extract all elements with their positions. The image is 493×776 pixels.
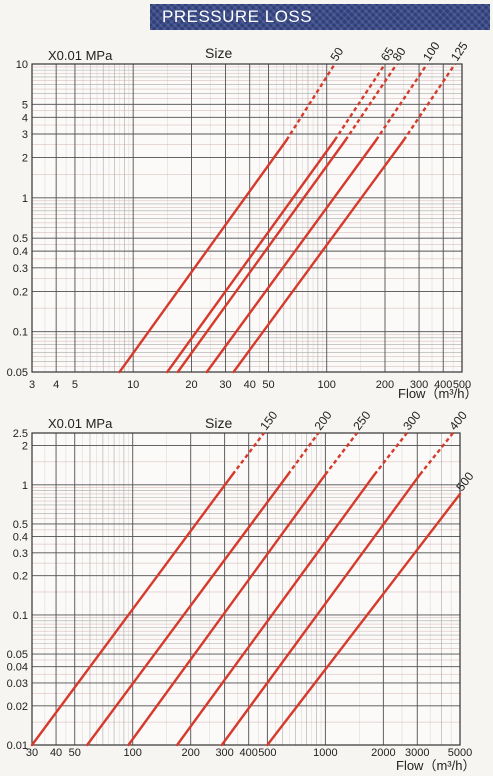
y-tick-label: 2.5	[13, 428, 28, 440]
series-label-200: 200	[312, 408, 335, 433]
x-tick-label: 30	[219, 379, 231, 391]
y-tick-label: 0.2	[13, 286, 28, 298]
series-label-150: 150	[257, 408, 280, 433]
x-tick-label: 30	[26, 747, 38, 759]
y-tick-label: 0.4	[13, 246, 28, 258]
y-tick-label: 0.5	[13, 233, 28, 245]
x-tick-label: 300	[410, 379, 428, 391]
y-tick-label: 0.4	[13, 532, 28, 544]
series-line-dashed-65	[333, 63, 386, 141]
y-tick-label: 0.05	[7, 367, 28, 379]
x-tick-label: 5000	[448, 747, 472, 759]
pressure-loss-chart-1: 3 4 5 10 20 30 40 50 100 200 300 400 5000.050.10.20.…	[7, 39, 478, 401]
y-tick-label: 0.1	[13, 610, 28, 622]
plot-area	[32, 64, 462, 372]
series-line-400	[220, 473, 422, 747]
x-tick-label: 100	[318, 379, 336, 391]
y-tick-label: 0.01	[7, 740, 28, 752]
series-line-80	[176, 138, 347, 374]
series-line-dashed-300	[373, 432, 408, 476]
y-tick-label: 4	[22, 112, 28, 124]
y-tick-label: 0.02	[7, 701, 28, 713]
y-tick-label: 0.03	[7, 678, 28, 690]
x-tick-label: 50	[262, 379, 274, 391]
x-tick-label: 100	[124, 747, 142, 759]
series-line-dashed-50	[285, 63, 336, 141]
x-tick-label: 1000	[313, 747, 337, 759]
x-tick-label: 50	[69, 747, 81, 759]
x-tick-label: 2000	[371, 747, 395, 759]
y-tick-label: 2	[22, 153, 28, 165]
title-banner: PRESSURE LOSS	[150, 4, 490, 30]
series-line-125	[232, 138, 405, 374]
x-tick-label: 40	[50, 747, 62, 759]
plot-frame	[31, 432, 461, 746]
series-line-dashed-400	[419, 432, 454, 476]
x-tick-label: 500	[453, 379, 471, 391]
series-line-dashed-250	[324, 432, 358, 476]
series-line-250	[127, 473, 327, 747]
y-tick-label: 3	[22, 129, 28, 141]
series-label-250: 250	[350, 408, 373, 433]
x-tick-label: 10	[127, 379, 139, 391]
y-tick-label: 2	[22, 441, 28, 453]
x-axis-label: Flow（m³/h）	[396, 758, 475, 773]
series-line-500	[266, 492, 462, 747]
x-tick-label: 200	[182, 747, 200, 759]
plot-frame	[31, 63, 463, 373]
y-axis-unit-label: X0.01 MPa	[48, 416, 113, 431]
y-tick-label: 0.2	[13, 571, 28, 583]
y-axis-unit-label: X0.01 MPa	[48, 48, 113, 63]
series-line-100	[205, 138, 378, 374]
series-line-150	[30, 473, 234, 747]
x-tick-label: 3	[29, 379, 35, 391]
x-tick-label: 500	[258, 747, 276, 759]
x-tick-label: 3000	[405, 747, 429, 759]
x-tick-label: 4	[53, 379, 59, 391]
x-axis-label: Flow（m³/h）	[398, 386, 477, 401]
size-legend-title: Size	[205, 45, 232, 61]
x-tick-label: 40	[244, 379, 256, 391]
y-tick-label: 0.5	[13, 519, 28, 531]
x-tick-label: 200	[376, 379, 394, 391]
x-tick-label: 400	[240, 747, 258, 759]
series-line-50	[118, 138, 288, 374]
x-tick-label: 400	[434, 379, 452, 391]
y-tick-label: 1	[22, 480, 28, 492]
y-tick-label: 0.04	[7, 662, 28, 674]
y-tick-label: 0.3	[13, 548, 28, 560]
size-legend-title: Size	[205, 415, 232, 431]
y-tick-label: 10	[16, 59, 28, 71]
banner-title: PRESSURE LOSS	[162, 7, 313, 26]
series-line-dashed-100	[375, 63, 429, 141]
series-line-dashed-150	[231, 432, 265, 476]
series-label-300: 300	[400, 408, 424, 433]
y-tick-label: 1	[22, 193, 28, 205]
y-tick-label: 0.3	[13, 263, 28, 275]
x-tick-label: 300	[215, 747, 233, 759]
y-tick-label: 0.1	[13, 327, 28, 339]
series-line-300	[175, 473, 376, 747]
series-line-dashed-80	[344, 63, 398, 141]
series-label-400: 400	[446, 408, 470, 433]
series-line-dashed-200	[287, 432, 320, 476]
y-tick-label: 5	[22, 99, 28, 111]
plot-area	[32, 433, 460, 745]
x-tick-label: 5	[72, 379, 78, 391]
series-line-65	[166, 138, 336, 374]
series-line-dashed-125	[402, 63, 456, 141]
y-tick-label: 0.05	[7, 649, 28, 661]
series-line-200	[85, 473, 290, 747]
x-tick-label: 20	[185, 379, 197, 391]
